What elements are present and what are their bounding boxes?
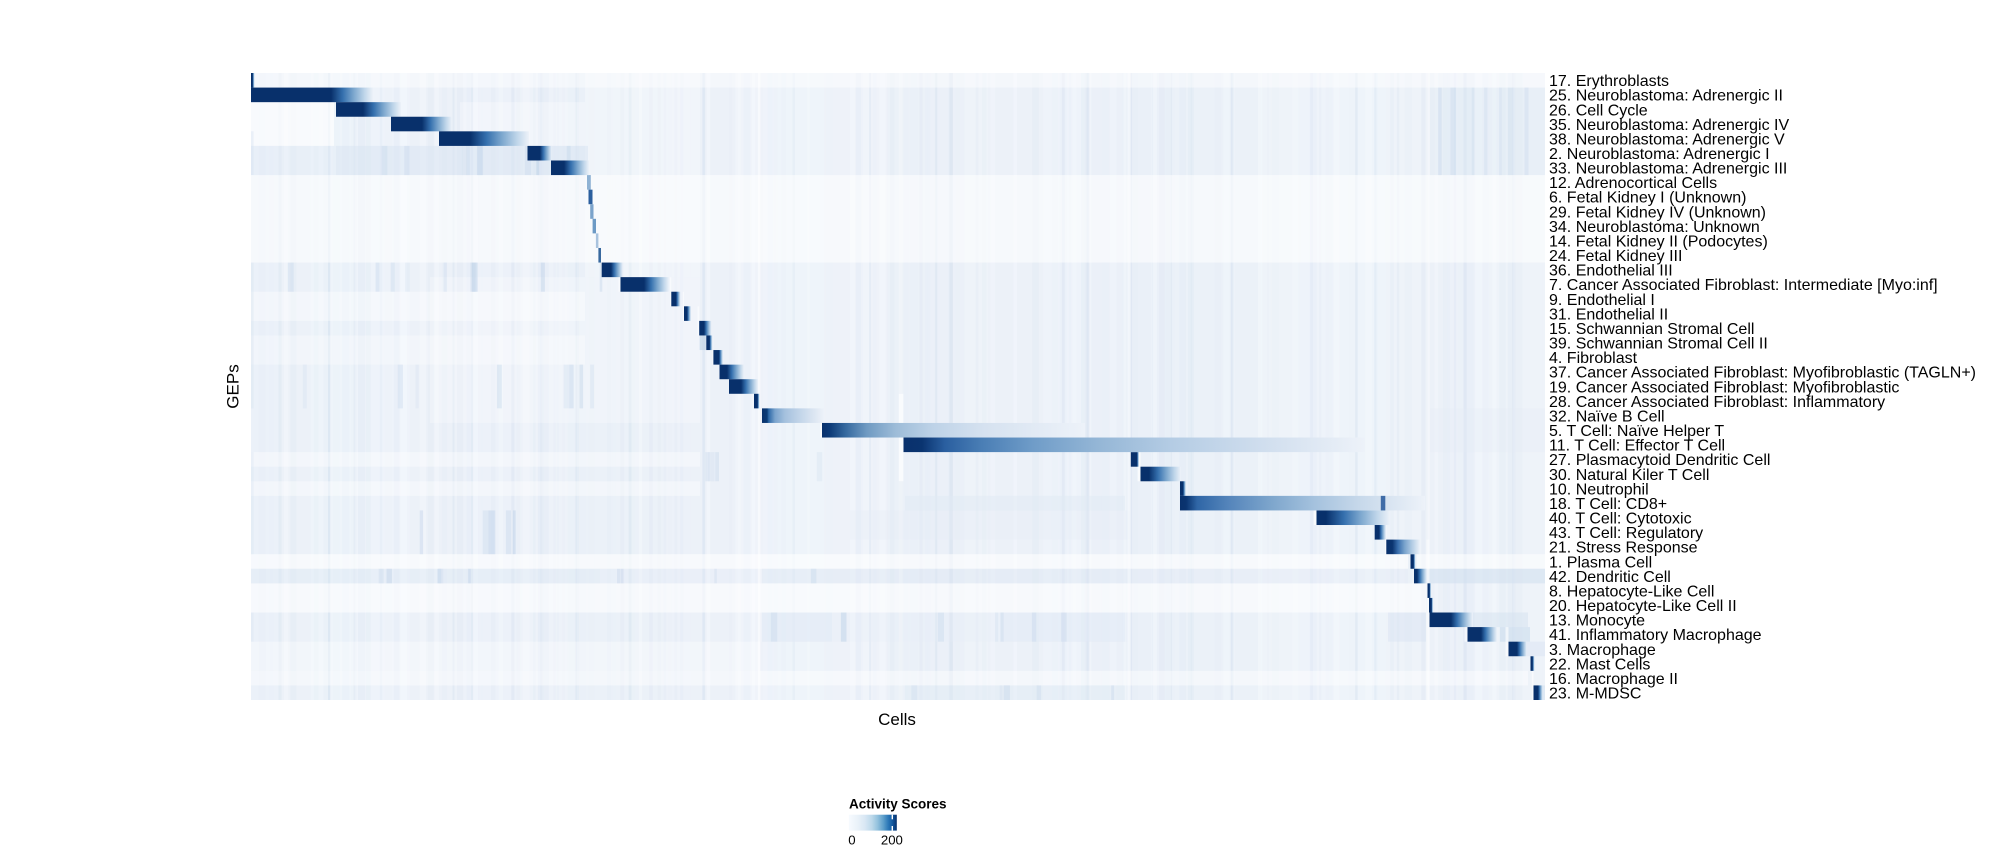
svg-text:30. Natural Kiler T Cell: 30. Natural Kiler T Cell	[1549, 467, 1709, 484]
svg-text:22. Mast Cells: 22. Mast Cells	[1549, 656, 1650, 673]
svg-text:4. Fibroblast: 4. Fibroblast	[1549, 350, 1638, 367]
svg-text:38. Neuroblastoma: Adrenergic: 38. Neuroblastoma: Adrenergic V	[1549, 131, 1785, 148]
svg-text:39. Schwannian Stromal Cell II: 39. Schwannian Stromal Cell II	[1549, 336, 1768, 353]
svg-text:10. Neutrophil: 10. Neutrophil	[1549, 481, 1649, 498]
svg-text:18. T Cell: CD8+: 18. T Cell: CD8+	[1549, 496, 1667, 513]
svg-text:9. Endothelial I: 9. Endothelial I	[1549, 292, 1655, 309]
svg-text:0: 0	[848, 833, 855, 848]
svg-text:7. Cancer Associated Fibroblas: 7. Cancer Associated Fibroblast: Interme…	[1549, 277, 1938, 294]
svg-text:GEPs: GEPs	[224, 364, 243, 408]
svg-text:200: 200	[881, 833, 903, 848]
svg-text:29. Fetal Kidney IV (Unknown): 29. Fetal Kidney IV (Unknown)	[1549, 204, 1766, 221]
svg-text:2. Neuroblastoma: Adrenergic I: 2. Neuroblastoma: Adrenergic I	[1549, 146, 1770, 163]
svg-text:24. Fetal Kidney III: 24. Fetal Kidney III	[1549, 248, 1682, 265]
svg-text:36. Endothelial III: 36. Endothelial III	[1549, 263, 1673, 280]
svg-text:6. Fetal Kidney I (Unknown): 6. Fetal Kidney I (Unknown)	[1549, 190, 1746, 207]
svg-text:35. Neuroblastoma: Adrenergic: 35. Neuroblastoma: Adrenergic IV	[1549, 117, 1789, 134]
svg-text:32. Naïve B Cell: 32. Naïve B Cell	[1549, 408, 1665, 425]
svg-text:33. Neuroblastoma: Adrenergic: 33. Neuroblastoma: Adrenergic III	[1549, 161, 1787, 178]
svg-text:1. Plasma Cell: 1. Plasma Cell	[1549, 554, 1652, 571]
svg-text:14. Fetal Kidney II (Podocytes: 14. Fetal Kidney II (Podocytes)	[1549, 233, 1768, 250]
svg-text:19. Cancer Associated Fibrobla: 19. Cancer Associated Fibroblast: Myofib…	[1549, 379, 1899, 396]
svg-text:15. Schwannian Stromal Cell: 15. Schwannian Stromal Cell	[1549, 321, 1754, 338]
svg-text:12. Adrenocortical Cells: 12. Adrenocortical Cells	[1549, 175, 1717, 192]
svg-text:Cells: Cells	[878, 710, 916, 729]
svg-text:8. Hepatocyte-Like Cell: 8. Hepatocyte-Like Cell	[1549, 583, 1714, 600]
svg-text:11. T Cell: Effector T Cell: 11. T Cell: Effector T Cell	[1549, 438, 1725, 455]
svg-text:13. Monocyte: 13. Monocyte	[1549, 613, 1645, 630]
svg-text:20. Hepatocyte-Like Cell II: 20. Hepatocyte-Like Cell II	[1549, 598, 1737, 615]
svg-text:Activity Scores: Activity Scores	[849, 797, 947, 812]
svg-text:42. Dendritic Cell: 42. Dendritic Cell	[1549, 569, 1671, 586]
svg-text:34. Neuroblastoma: Unknown: 34. Neuroblastoma: Unknown	[1549, 219, 1760, 236]
svg-text:21. Stress Response: 21. Stress Response	[1549, 540, 1698, 557]
svg-text:28. Cancer Associated Fibrobla: 28. Cancer Associated Fibroblast: Inflam…	[1549, 394, 1885, 411]
svg-text:43. T Cell: Regulatory: 43. T Cell: Regulatory	[1549, 525, 1703, 542]
svg-text:27. Plasmacytoid Dendritic Cel: 27. Plasmacytoid Dendritic Cell	[1549, 452, 1770, 469]
svg-text:5. T Cell: Naïve Helper T: 5. T Cell: Naïve Helper T	[1549, 423, 1724, 440]
svg-text:37. Cancer Associated Fibrobla: 37. Cancer Associated Fibroblast: Myofib…	[1549, 365, 1976, 382]
svg-text:31. Endothelial II: 31. Endothelial II	[1549, 306, 1668, 323]
svg-text:23. M-MDSC: 23. M-MDSC	[1549, 686, 1641, 703]
svg-text:3. Macrophage: 3. Macrophage	[1549, 642, 1656, 659]
svg-text:40. T Cell: Cytotoxic: 40. T Cell: Cytotoxic	[1549, 511, 1692, 528]
svg-text:25. Neuroblastoma: Adrenergic: 25. Neuroblastoma: Adrenergic II	[1549, 88, 1783, 105]
svg-text:16. Macrophage II: 16. Macrophage II	[1549, 671, 1678, 688]
svg-text:17. Erythroblasts: 17. Erythroblasts	[1549, 73, 1669, 90]
svg-text:41. Inflammatory Macrophage: 41. Inflammatory Macrophage	[1549, 627, 1762, 644]
svg-text:26. Cell Cycle: 26. Cell Cycle	[1549, 102, 1648, 119]
